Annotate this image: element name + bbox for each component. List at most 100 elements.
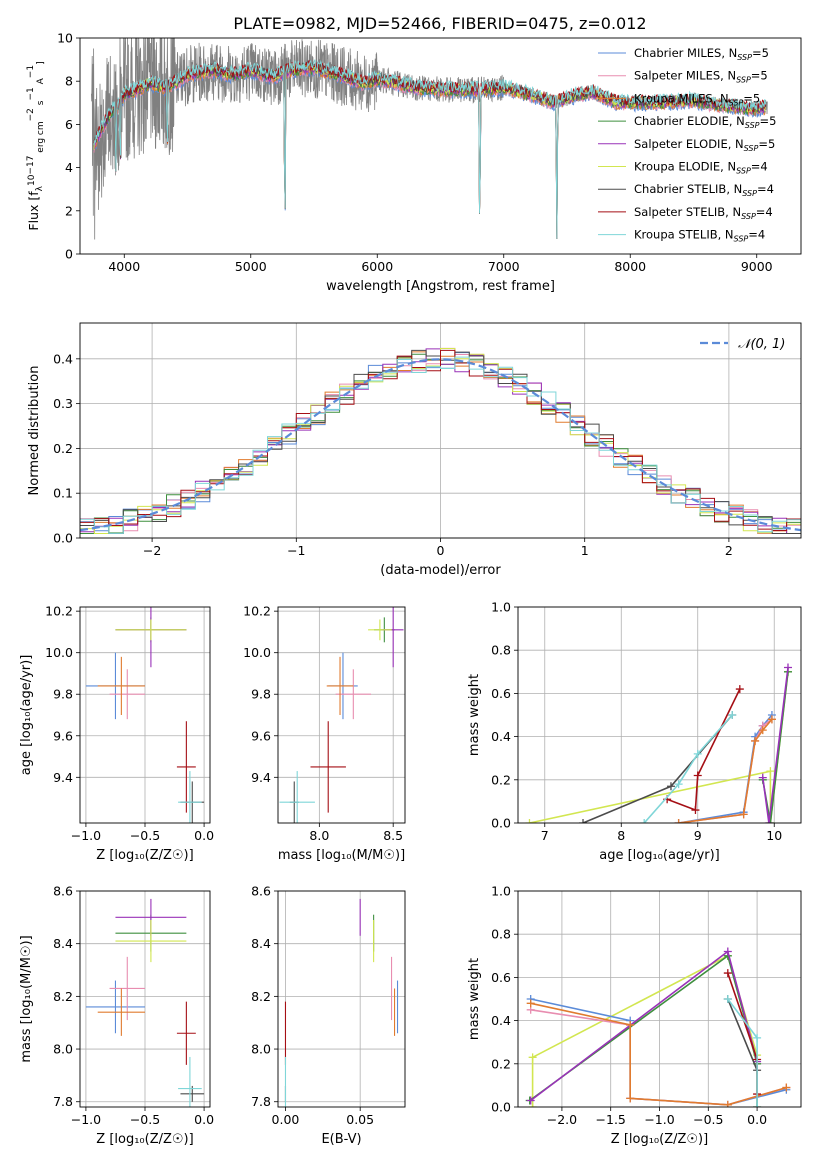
spectrum-ytick-label: 8 <box>65 74 73 89</box>
legend-label-chabrier_elodie: Chabrier ELODIE, NSSP=5 <box>634 114 776 130</box>
mass_weight_vs_Z-ytick-label: 1.0 <box>491 884 511 899</box>
legend-label-sub: SSP <box>729 98 744 107</box>
mass_vs_ebv-ytick-label: 8.0 <box>251 1042 271 1057</box>
legend-label-normal: 𝒩(0, 1) <box>738 337 785 352</box>
mass_weight_vs_age-line-salpeter_stelib <box>666 688 741 812</box>
legend-label-text: Chabrier MILES, N <box>634 46 737 60</box>
legend-label-suffix: =4 <box>748 228 765 242</box>
spectrum-xtick-label: 4000 <box>108 259 140 274</box>
mass_vs_Z-y-axis-label: mass [log₁₀(M/M☉)] <box>19 935 34 1062</box>
mass_weight_vs_age-frame <box>517 606 802 824</box>
age_vs_Z-frame <box>79 606 211 824</box>
spectrum-ylabel-part: s <box>36 100 46 108</box>
mass_vs_Z-ytick-label: 8.4 <box>53 936 73 951</box>
mass_vs_Z-xtick-label: −1.0 <box>71 1112 101 1127</box>
mass_weight_vs_age-line-salpeter_miles <box>678 718 773 823</box>
mass_vs_Z-ytick-label: 8.0 <box>53 1042 73 1057</box>
mass_vs_Z-panel: −1.0 −0.5 0.0 7.8 8.0 8.2 8.4 8.6 Z [log₁₀(Z/Z☉)… <box>19 884 214 1148</box>
legend-label-salpeter_elodie: Salpeter ELODIE, NSSP=5 <box>634 137 775 153</box>
mass_weight_vs_Z-marker-kroupa_miles <box>626 1094 635 1103</box>
legend-label-suffix: =4 <box>756 205 773 219</box>
legend-label-sub: SSP <box>744 144 759 153</box>
spectrum-ylabel-part: A <box>36 77 46 87</box>
mass_weight_vs_age-ytick-label: 0.2 <box>491 772 511 787</box>
residuals-legend: 𝒩(0, 1) <box>700 337 785 352</box>
spectrum-xtick-label: 7000 <box>488 259 520 274</box>
mass_weight_vs_age-marker-kroupa_elodie <box>766 767 775 776</box>
normal-curve <box>80 358 801 532</box>
mass_weight_vs_Z-marker-salpeter_elodie <box>526 1096 535 1105</box>
age_vs_Z-xtick-label: −1.0 <box>71 828 101 843</box>
mass_weight_vs_age-panel: 7 8 9 10 0.0 0.2 0.4 0.6 0.8 1.0 age [log₁₀(age/yr… <box>467 600 802 863</box>
mass_vs_Z-frame <box>79 890 211 1108</box>
mass_vs_Z-plot-area <box>85 898 205 1107</box>
spectrum-ylabel-part: 10 <box>27 174 37 186</box>
mass_weight_vs_Z-line-kroupa_miles <box>530 1002 787 1106</box>
age_vs_Z-ytick-label: 9.8 <box>53 687 73 702</box>
mass_weight_vs_Z-marker-kroupa_stelib <box>753 1033 762 1042</box>
age_vs_Z-ytick-label: 9.6 <box>53 728 73 743</box>
residuals-xtick-label: 2 <box>725 543 733 558</box>
legend-label-text: Salpeter STELIB, N <box>634 205 741 219</box>
spectrum-ylabel-part: −1 <box>26 87 36 100</box>
spectrum-xtick-label: 9000 <box>741 259 773 274</box>
mass_weight_vs_age-marker-salpeter_elodie <box>764 819 773 823</box>
mass_weight_vs_age-ytick-label: 0.4 <box>491 729 511 744</box>
mass_weight_vs_Z-ytick-label: 0.0 <box>491 1100 511 1115</box>
mass_vs_ebv-xtick-label: 0.05 <box>346 1112 374 1127</box>
mass_weight_vs_Z-marker-kroupa_miles <box>526 999 535 1008</box>
mass_vs_ebv-plot-area <box>284 898 399 1107</box>
mass_vs_Z-xtick-label: −0.5 <box>130 1112 160 1127</box>
mass_vs_ebv-frame <box>277 890 406 1108</box>
residuals-plot-area <box>80 347 801 534</box>
mass_weight_vs_Z-marker-salpeter_stelib <box>723 969 732 978</box>
age_vs_Z-xtick-label: 0.0 <box>194 828 214 843</box>
residuals-xtick-label: −1 <box>287 543 305 558</box>
age_vs_Z-xtick-label: −0.5 <box>130 828 160 843</box>
legend-label-text: Chabrier ELODIE, N <box>634 114 745 128</box>
mass_vs_ebv-ytick-label: 8.2 <box>251 989 271 1004</box>
mass_weight_vs_age-marker-salpeter_stelib <box>691 806 700 815</box>
mass_weight_vs_age-marker-kroupa_stelib <box>674 780 683 789</box>
legend-label-chabrier_miles: Chabrier MILES, NSSP=5 <box>634 46 769 62</box>
mass_weight_vs_age-line-salpeter_elodie <box>762 667 789 823</box>
mass_weight_vs_age-marker-salpeter_elodie <box>783 663 792 672</box>
mass_vs_ebv-ytick-label: 8.4 <box>251 936 271 951</box>
legend-label-sub: SSP <box>736 167 751 176</box>
age_vs_Z-ytick-label: 10.2 <box>45 604 73 619</box>
mass_weight_vs_age-ytick-label: 0.6 <box>491 686 511 701</box>
legend-label-suffix: =5 <box>760 114 777 128</box>
legend-label-salpeter_miles: Salpeter MILES, NSSP=5 <box>634 69 768 85</box>
residuals-panel: −2 −1 0 1 2 0.0 0.1 0.2 0.3 0.4 (data-model)/error… <box>27 322 802 578</box>
mass_weight_vs_Z-panel: −2.0 −1.5 −1.0 −0.5 0.0 0.0 0.2 0.4 0.6 0.8 1.0 Z [… <box>467 884 802 1147</box>
age_vs_mass-plot-area <box>279 607 404 823</box>
age_vs_mass-panel: 8.0 8.5 9.4 9.6 9.8 10.0 10.2 mass [log₁₀(M/M☉)… <box>243 604 406 863</box>
legend-label-sub: SSP <box>745 121 760 130</box>
legend-label-salpeter_stelib: Salpeter STELIB, NSSP=4 <box>634 205 773 221</box>
spectrum-ytick-label: 2 <box>65 203 73 218</box>
mass_weight_vs_Z-xtick-label: −0.5 <box>693 1112 723 1127</box>
mass_weight_vs_Z-line-kroupa_elodie <box>531 954 758 1107</box>
mass_weight_vs_Z-x-axis-label: Z [log₁₀(Z/Z☉)] <box>611 1132 708 1147</box>
mass_weight_vs_age-marker-kroupa_miles <box>674 819 683 823</box>
spectrum-ylabel-part: Flux [f <box>26 191 41 231</box>
mass_vs_Z-xtick-label: 0.0 <box>194 1112 214 1127</box>
legend-label-sub: SSP <box>741 212 756 221</box>
mass_vs_Z-x-axis-label: Z [log₁₀(Z/Z☉)] <box>96 1132 193 1147</box>
age_vs_mass-xtick-label: 8.5 <box>383 828 403 843</box>
mass_weight_vs_Z-marker-kroupa_miles <box>723 1100 732 1107</box>
age_vs_mass-ytick-label: 9.8 <box>251 687 271 702</box>
spectrum-ylabel-part: λ <box>35 185 45 191</box>
residuals-ytick-label: 0.2 <box>53 441 73 456</box>
mass_weight_vs_age-line-kroupa_elodie <box>529 671 789 823</box>
spectrum-xtick-label: 5000 <box>235 259 267 274</box>
legend-label-chabrier_stelib: Chabrier STELIB, NSSP=4 <box>634 182 774 198</box>
legend-label-suffix: =5 <box>751 69 768 83</box>
age_vs_mass-ytick-label: 10.2 <box>243 604 271 619</box>
mass_weight_vs_age-ytick-label: 0.0 <box>491 816 511 831</box>
mass_vs_ebv-xtick-label: 0.00 <box>272 1112 300 1127</box>
legend-label-sub: SSP <box>742 189 757 198</box>
spectrum-xtick-label: 6000 <box>361 259 393 274</box>
legend-label-text: Kroupa STELIB, N <box>634 228 734 242</box>
